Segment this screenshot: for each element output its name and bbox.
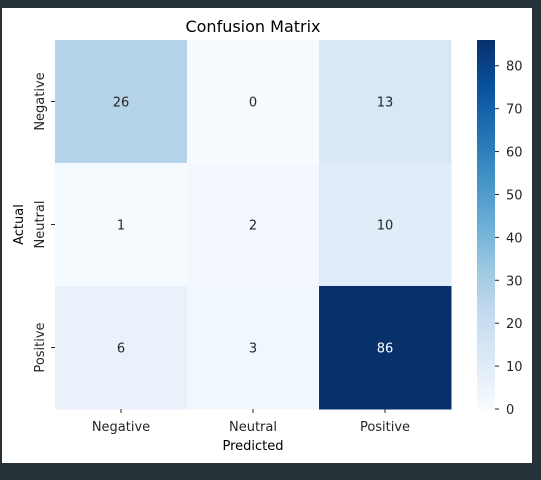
- heatmap-cell: [319, 163, 452, 287]
- colorbar: [477, 40, 495, 409]
- cell-value-label: 0: [249, 96, 257, 111]
- colorbar-tick-label: 30: [506, 274, 523, 289]
- colorbar-tick-label: 0: [506, 403, 514, 418]
- heatmap-cell: [319, 286, 452, 410]
- heatmap-cells: 26 0 13 1 2 10 6 3 86: [55, 40, 452, 410]
- cell-value-label: 13: [377, 96, 394, 111]
- confusion-matrix-chart: Confusion Matrix 26 0 131 2 106 3 86 Negative N…: [12, 17, 523, 454]
- heatmap-cell: [55, 40, 188, 164]
- heatmap-cell: [319, 40, 452, 164]
- colorbar-tick-label: 20: [506, 317, 523, 332]
- cell-value-label: 2: [249, 219, 257, 234]
- cell-value-label: 10: [377, 219, 394, 234]
- cell-value-label: 3: [249, 342, 257, 357]
- y-tick-label: Positive: [33, 322, 48, 372]
- status-bar: [0, 463, 541, 480]
- colorbar-ticks: 0 10 20 30 40 50 60 70 80: [495, 60, 523, 418]
- heatmap-cell: [187, 163, 320, 287]
- cell-value-label: 1: [117, 219, 125, 234]
- colorbar-tick-label: 60: [506, 146, 523, 161]
- chart-title: Confusion Matrix: [185, 17, 320, 36]
- colorbar-tick-label: 10: [506, 360, 523, 375]
- heatmap-cell: [55, 286, 188, 410]
- x-axis-label: Predicted: [222, 439, 283, 454]
- cell-value-label: 26: [113, 96, 130, 111]
- colorbar-tick-label: 70: [506, 103, 523, 118]
- cell-value-label: 86: [377, 342, 394, 357]
- colorbar-tick-label: 40: [506, 231, 523, 246]
- colorbar-tick-label: 80: [506, 60, 523, 75]
- x-tick-label: Negative: [92, 420, 150, 435]
- y-axis-ticks: Negative Neutral Positive: [33, 72, 55, 373]
- figure-canvas: Confusion Matrix 26 0 13 1 2 10 6 3 86 Negative N…: [2, 8, 532, 463]
- x-axis-ticks: Negative Neutral Positive: [92, 409, 410, 435]
- x-tick-label: Positive: [360, 420, 410, 435]
- colorbar-tick-label: 50: [506, 188, 523, 203]
- y-tick-label: Negative: [33, 72, 48, 130]
- cell-value-label: 6: [117, 342, 125, 357]
- heatmap-cell: [55, 163, 188, 287]
- x-tick-label: Neutral: [229, 420, 277, 435]
- y-axis-label: Actual: [12, 204, 27, 245]
- y-tick-label: Neutral: [33, 201, 48, 249]
- heatmap-cell: [187, 286, 320, 410]
- heatmap-cell: [187, 40, 320, 164]
